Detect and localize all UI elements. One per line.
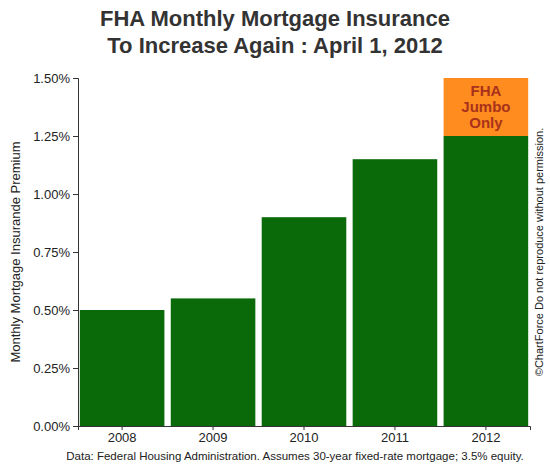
- y-tick-label: 1.00%: [33, 187, 70, 202]
- bar: [171, 298, 256, 426]
- y-tick: 0.00%: [33, 419, 78, 434]
- y-tick-mark: [73, 252, 78, 253]
- y-tick-mark: [73, 426, 78, 427]
- x-tick: 2012: [471, 426, 500, 445]
- y-tick-label: 1.25%: [33, 129, 70, 144]
- title-line: To Increase Again : April 1, 2012: [107, 33, 442, 58]
- title: FHA Monthly Mortgage InsuranceTo Increas…: [100, 6, 450, 58]
- y-tick-label: 0.25%: [33, 361, 70, 376]
- source: Data: Federal Housing Administration. As…: [66, 450, 523, 462]
- x-tick: 2008: [108, 426, 137, 445]
- y-tick: 1.00%: [33, 187, 78, 202]
- segment-label-line: Only: [469, 114, 503, 131]
- x-tick-label: 2010: [290, 430, 319, 445]
- x-tick-label: 2012: [471, 430, 500, 445]
- x-tick: 2009: [199, 426, 228, 445]
- x-tick-label: 2011: [381, 430, 409, 445]
- y-tick-mark: [73, 310, 78, 311]
- y-tick-label: 1.50%: [33, 71, 70, 86]
- y-tick-mark: [73, 78, 78, 79]
- y-tick-label: 0.50%: [33, 303, 70, 318]
- segment-label-line: FHA: [470, 82, 501, 99]
- y-axis-line: [73, 79, 79, 427]
- y-tick: 0.25%: [33, 361, 78, 376]
- x-tick-label: 2008: [108, 430, 137, 445]
- y-axis: 0.00% 0.25% 0.50% 0.75% 1.00% 1.25% 1.50%: [33, 71, 78, 434]
- y-tick-mark: [73, 194, 78, 195]
- bar: [80, 310, 165, 426]
- y-tick-mark: [73, 368, 78, 369]
- y-tick: 1.25%: [33, 129, 78, 144]
- copyright: ©ChartForce Do not reproduce without per…: [533, 128, 545, 376]
- x-axis: 2008 2009 2010 2011 2012: [79, 426, 531, 445]
- y-tick-label: 0.75%: [33, 245, 70, 260]
- x-tick: 2010: [290, 426, 319, 445]
- x-tick-label: 2009: [199, 430, 228, 445]
- bar: [353, 159, 438, 426]
- y-tick-label: 0.00%: [33, 419, 70, 434]
- y-tick: 0.75%: [33, 245, 78, 260]
- title-line: FHA Monthly Mortgage Insurance: [100, 6, 450, 31]
- segment-label: FHAJumboOnly: [461, 82, 510, 131]
- chart: FHA Monthly Mortgage InsuranceTo Increas…: [0, 0, 550, 465]
- x-tick: 2011: [381, 426, 409, 445]
- bar: [444, 136, 529, 426]
- y-tick: 1.50%: [33, 71, 78, 86]
- bars: [80, 78, 528, 426]
- segment-label-line: Jumbo: [461, 98, 510, 115]
- y-tick: 0.50%: [33, 303, 78, 318]
- y-axis-title: Monthly Mortgage Insurande Premium: [8, 141, 23, 362]
- y-tick-mark: [73, 136, 78, 137]
- bar: [262, 217, 347, 426]
- bar: [444, 78, 529, 136]
